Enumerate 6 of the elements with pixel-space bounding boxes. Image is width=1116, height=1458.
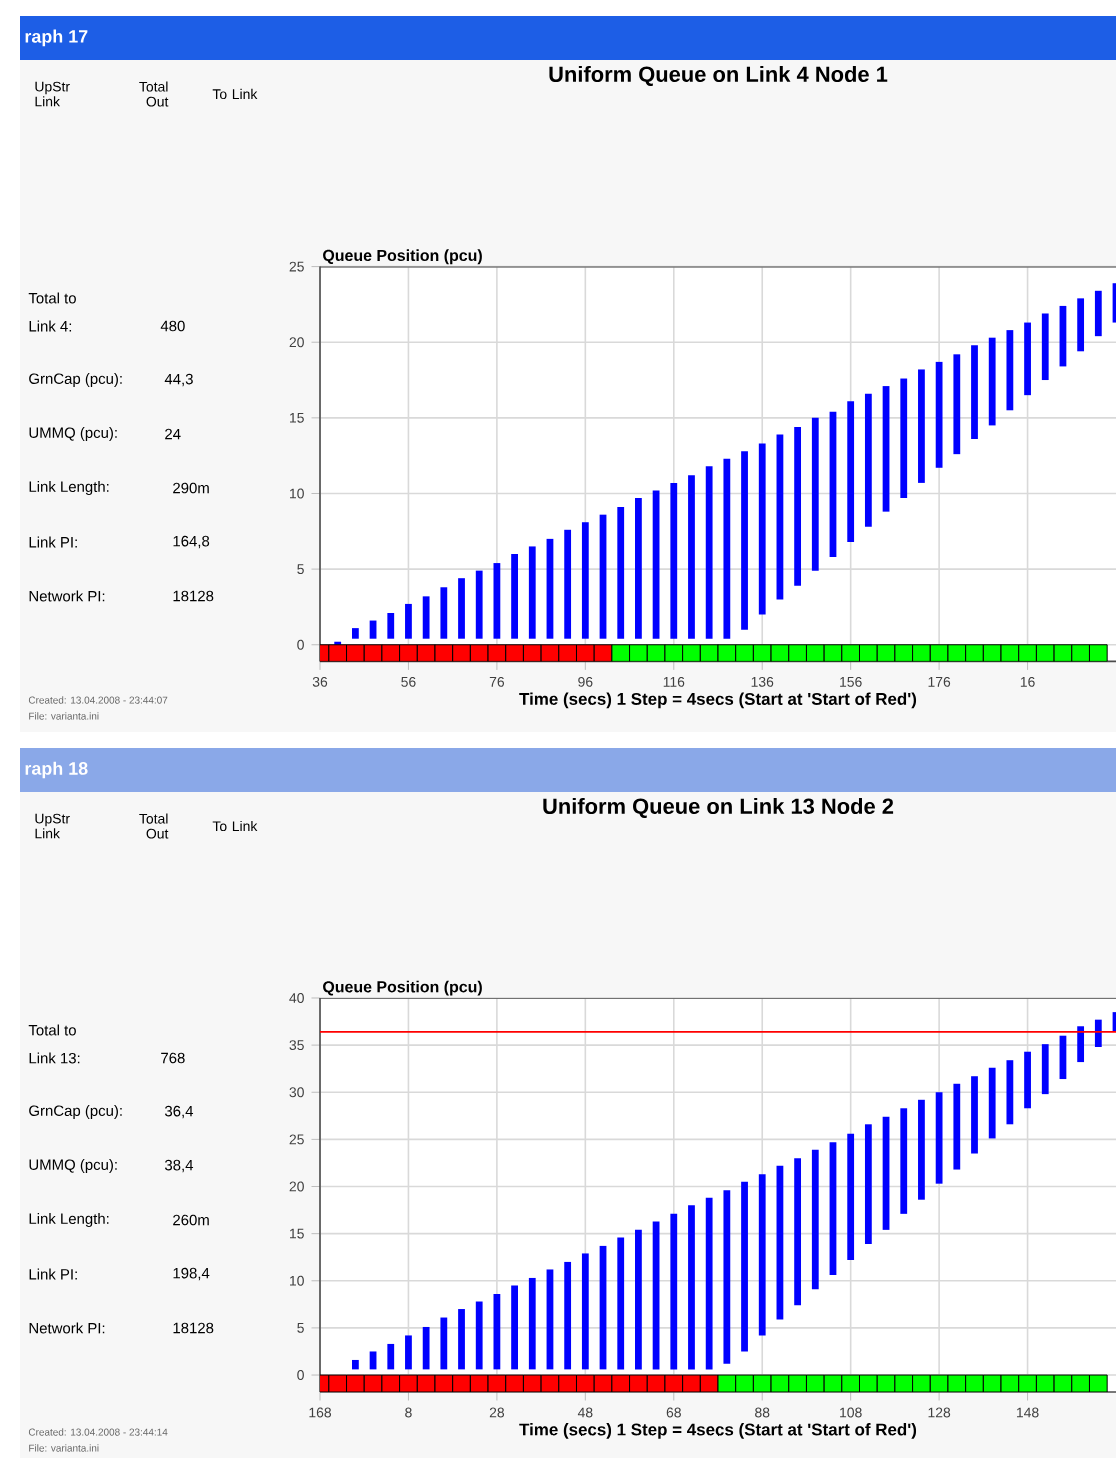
chart-title: Uniform Queue on Link 13 Node 2	[543, 797, 894, 819]
text: raph 17	[25, 29, 88, 47]
x-axis-title: Time (secs) 1 Step = 4secs (Start at 'Start of Red')	[519, 1423, 917, 1439]
x-axis-title: Time (secs) 1 Step = 4secs (Start at 'Start of Red')	[519, 692, 917, 709]
chart-title: Uniform Queue on Link 4 Node 1	[549, 65, 888, 87]
text: raph 18	[25, 761, 88, 779]
